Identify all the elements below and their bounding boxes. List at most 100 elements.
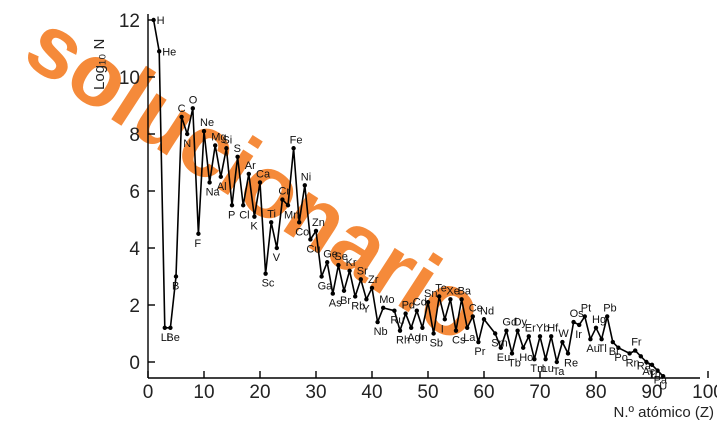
element-label-hf: Hf <box>547 322 559 334</box>
element-label-cs: Cs <box>452 335 466 347</box>
element-label-nd: Nd <box>480 305 494 317</box>
data-point-k <box>252 214 257 219</box>
data-point-sc <box>263 271 268 276</box>
data-point-hf <box>549 334 554 339</box>
element-label-sc: Sc <box>262 278 275 290</box>
data-point-sm <box>493 331 498 336</box>
data-point-zr <box>369 285 375 291</box>
x-tick-label: 70 <box>529 382 550 403</box>
data-point-lu <box>543 356 548 362</box>
element-label-re: Re <box>564 357 578 369</box>
data-point-ca <box>257 180 263 185</box>
data-point-pb <box>605 314 610 319</box>
element-label-ge: Ge <box>323 248 338 260</box>
data-point-fr <box>633 348 638 353</box>
data-point-pt <box>582 314 587 319</box>
data-point-te <box>437 294 442 299</box>
data-point-s <box>235 154 240 159</box>
data-point-y <box>364 297 369 302</box>
element-label-sb: Sb <box>430 338 443 350</box>
element-label-tl: Tl <box>598 343 607 355</box>
element-label-mo: Mo <box>379 294 394 306</box>
data-point-se <box>336 262 341 268</box>
element-label-mg: Mg <box>211 131 226 143</box>
element-label-ga: Ga <box>318 281 334 293</box>
data-point-tm <box>532 356 537 362</box>
data-point-tl <box>599 337 604 342</box>
element-label-cd: Cd <box>413 297 427 309</box>
data-point-yb <box>537 334 543 339</box>
element-label-ta: Ta <box>553 366 566 378</box>
element-label-co: Co <box>295 226 309 238</box>
data-point-kr <box>347 268 352 273</box>
element-label-au: Au <box>586 343 599 355</box>
data-point-gd <box>504 328 509 333</box>
element-label-sr: Sr <box>357 265 368 277</box>
element-label-fr: Fr <box>631 337 642 349</box>
data-point-cl <box>241 203 246 208</box>
element-label-sm: Sm <box>491 338 508 350</box>
data-point-ho <box>521 345 526 350</box>
data-point-cu <box>308 237 313 242</box>
element-label-os: Os <box>570 308 585 320</box>
element-label-cl: Cl <box>239 209 249 221</box>
x-tick-label: 40 <box>361 382 382 403</box>
data-point-ir <box>577 322 582 328</box>
data-point-ra <box>638 354 643 359</box>
y-tick-label: 4 <box>129 239 140 260</box>
element-label-ag: Ag <box>407 332 420 344</box>
data-point-al <box>218 174 223 179</box>
y-tick-label: 2 <box>129 296 140 317</box>
x-axis-label: N.º atómico (Z) <box>614 404 715 421</box>
element-label-pr: Pr <box>474 346 485 358</box>
data-point-fe <box>291 146 296 151</box>
x-tick-label: 100 <box>692 382 717 403</box>
element-label-ce: Ce <box>469 302 483 314</box>
element-label-y: Y <box>362 303 370 315</box>
data-point-au <box>588 337 593 342</box>
element-label-ho: Ho <box>519 352 533 364</box>
data-point-er <box>526 334 531 339</box>
element-label-mn: Mn <box>284 209 299 221</box>
element-label-cr: Cr <box>278 186 290 198</box>
data-point-zn <box>313 228 319 234</box>
data-point-sb <box>431 331 436 336</box>
data-point-b <box>173 274 179 279</box>
element-label-xe: Xe <box>446 285 459 297</box>
element-label-in: In <box>418 332 427 344</box>
data-point-w <box>560 339 565 345</box>
element-label-b: B <box>172 281 179 293</box>
element-label-v: V <box>273 252 281 264</box>
x-tick-label: 30 <box>305 382 326 403</box>
y-tick-label: 8 <box>129 125 140 146</box>
element-label-tm: Tm <box>530 363 546 375</box>
element-label-pb: Pb <box>603 302 616 314</box>
element-label-he: He <box>162 46 176 58</box>
element-label-sn: Sn <box>424 288 437 300</box>
y-tick-label: 10 <box>119 68 140 89</box>
data-point-p <box>229 203 235 208</box>
element-label-er: Er <box>525 322 536 334</box>
data-point-si <box>224 146 229 151</box>
element-label-ni: Ni <box>301 171 311 183</box>
data-point-cs <box>453 328 459 333</box>
data-point-i <box>442 317 447 322</box>
data-point-ac <box>644 359 649 365</box>
data-point-pr <box>476 339 481 345</box>
data-point-sr <box>358 277 363 282</box>
element-label-p: P <box>228 209 235 221</box>
data-point-mn <box>285 203 291 208</box>
element-label-nb: Nb <box>374 326 388 338</box>
element-label-ca: Ca <box>256 168 271 180</box>
data-point-mg <box>213 143 218 148</box>
element-label-te: Te <box>435 282 447 294</box>
element-label-c: C <box>178 103 186 115</box>
data-point-ga <box>319 274 324 279</box>
y-tick-label: 12 <box>119 11 140 32</box>
element-label-cu: Cu <box>306 243 320 255</box>
element-label-ar: Ar <box>245 160 256 172</box>
y-tick-label: 0 <box>129 353 140 374</box>
element-label-th: Th <box>648 369 661 381</box>
element-label-rb: Rb <box>351 300 365 312</box>
